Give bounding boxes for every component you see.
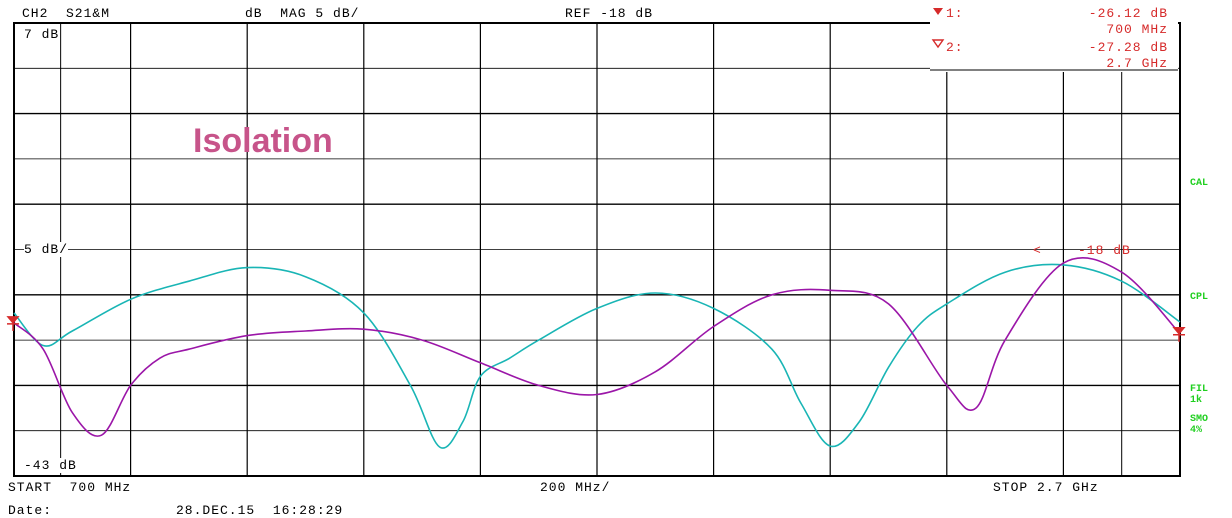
reference-arrows: [6, 316, 1186, 342]
marker-1-value: -26.12 dB: [1088, 6, 1168, 21]
y-scale-label: 5 dB/: [24, 242, 69, 257]
y-bottom-label: -43 dB: [24, 458, 77, 473]
cpl-label: CPL: [1190, 292, 1209, 303]
marker-2-label: 2:: [946, 40, 964, 55]
date-label: Date:: [8, 503, 53, 518]
traces: [13, 257, 1181, 449]
format-label: dB MAG 5 dB/: [245, 6, 360, 21]
ref-label: REF -18 dB: [565, 6, 654, 21]
marker-1-trace-icon: [6, 316, 20, 331]
stop-freq: STOP 2.7 GHz: [993, 480, 1099, 495]
trace-purple: [13, 257, 1181, 437]
cal-label: CAL: [1190, 178, 1209, 189]
marker-2-trace-icon: [1172, 327, 1186, 342]
y-top-label: 7 dB: [24, 27, 60, 42]
marker-2-icon: [931, 39, 945, 49]
grid: [14, 23, 1180, 476]
channel-label: CH2 S21&M: [22, 6, 111, 21]
marker-2-value: -27.28 dB: [1088, 40, 1168, 55]
start-freq: START 700 MHz: [8, 480, 132, 495]
smo-value: 4%: [1190, 425, 1203, 436]
trace-teal: [13, 263, 1181, 449]
ref-level-label: -18 dB: [1078, 243, 1131, 258]
ref-level-arrow-icon: <: [1033, 243, 1042, 258]
marker-2-freq: 2.7 GHz: [1106, 56, 1168, 71]
marker-1-icon: [933, 8, 943, 15]
marker-readout: 1: -26.12 dB 700 MHz 2: -27.28 dB 2.7 GH…: [930, 0, 1178, 72]
marker-1-freq: 700 MHz: [1106, 22, 1168, 37]
isolation-title: Isolation: [193, 122, 333, 160]
marker-1-label: 1:: [946, 6, 964, 21]
smo-label: SMO: [1190, 414, 1209, 425]
fil-label: FIL: [1190, 384, 1209, 395]
fil-value: 1k: [1190, 395, 1203, 406]
date-value: 28.DEC.15 16:28:29: [176, 503, 344, 518]
span-per-div: 200 MHz/: [540, 480, 611, 495]
